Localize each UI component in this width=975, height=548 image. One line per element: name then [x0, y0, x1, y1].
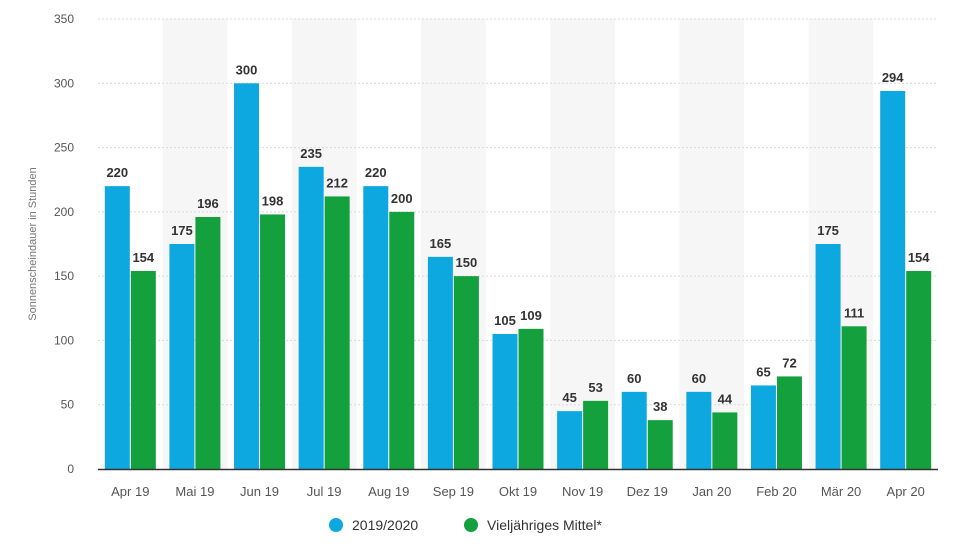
x-tick-label: Dez 19	[627, 484, 668, 499]
x-tick-label: Nov 19	[562, 484, 603, 499]
bar-series-2[interactable]	[324, 196, 350, 469]
legend-item-series-1[interactable]: 2019/2020	[329, 517, 418, 533]
data-label-series-1: 45	[562, 390, 576, 405]
data-label-series-2: 72	[782, 355, 796, 370]
bar-series-2[interactable]	[906, 271, 932, 469]
x-tick-label: Aug 19	[368, 484, 409, 499]
legend-marker-series-2	[464, 518, 478, 532]
x-tick-label: Mär 20	[821, 484, 861, 499]
data-label-series-1: 220	[365, 165, 387, 180]
bar-series-2[interactable]	[776, 376, 802, 469]
x-tick-label: Apr 19	[111, 484, 149, 499]
column-band	[550, 19, 615, 469]
y-axis-ticks: 0 50 100 150 200 250 300 350	[54, 12, 74, 476]
x-tick-label: Okt 19	[499, 484, 537, 499]
bar-series-1[interactable]	[234, 83, 260, 470]
bar-series-2[interactable]	[647, 420, 673, 469]
bar-series-1[interactable]	[750, 385, 776, 469]
data-label-series-2: 53	[588, 380, 602, 395]
legend-label-series-2: Vieljähriges Mittel*	[487, 517, 602, 533]
bar-series-1[interactable]	[104, 186, 130, 469]
bar-series-1[interactable]	[363, 186, 389, 469]
data-label-series-1: 235	[300, 146, 322, 161]
data-labels: 220 154 175 196 300 198 235 212 220 200 165 150 105 1…	[106, 62, 930, 414]
x-tick-label: Sep 19	[433, 484, 474, 499]
bar-series-1[interactable]	[621, 391, 647, 469]
data-label-series-1: 220	[106, 165, 128, 180]
x-tick-label: Feb 20	[756, 484, 796, 499]
data-label-series-2: 44	[718, 391, 733, 406]
data-label-series-1: 175	[171, 223, 193, 238]
bar-series-2[interactable]	[389, 211, 415, 469]
y-tick-label: 150	[54, 269, 74, 283]
bar-series-1[interactable]	[427, 256, 453, 469]
data-label-series-2: 150	[456, 255, 478, 270]
data-label-series-2: 111	[844, 305, 864, 320]
y-tick-label: 200	[54, 205, 74, 219]
bar-series-2[interactable]	[712, 412, 738, 469]
y-tick-label: 250	[54, 141, 74, 155]
bar-series-1[interactable]	[557, 411, 583, 469]
y-axis-title: Sonnenscheindauer in Stunden	[27, 167, 39, 321]
bar-series-2[interactable]	[195, 217, 221, 469]
bar-series-2[interactable]	[453, 276, 479, 469]
data-label-series-2: 109	[520, 308, 542, 323]
y-tick-label: 0	[67, 462, 74, 476]
data-label-series-1: 294	[882, 70, 904, 85]
bar-series-1[interactable]	[880, 91, 906, 469]
bar-series-2[interactable]	[841, 326, 867, 469]
data-label-series-2: 154	[132, 250, 154, 265]
bar-series-1[interactable]	[815, 244, 841, 469]
x-tick-label: Mai 19	[175, 484, 214, 499]
bar-series-2[interactable]	[518, 328, 544, 469]
data-label-series-1: 60	[692, 371, 706, 386]
legend-label-series-1: 2019/2020	[352, 517, 418, 533]
data-label-series-2: 38	[653, 399, 667, 414]
bar-series-2[interactable]	[583, 400, 609, 469]
data-label-series-1: 65	[756, 364, 770, 379]
data-label-series-2: 212	[326, 175, 348, 190]
data-label-series-1: 300	[236, 62, 258, 77]
x-tick-label: Jan 20	[692, 484, 731, 499]
legend: 2019/2020 Vieljähriges Mittel*	[329, 517, 602, 533]
x-tick-label: Jul 19	[307, 484, 342, 499]
legend-item-series-2[interactable]: Vieljähriges Mittel*	[464, 517, 602, 533]
data-label-series-1: 60	[627, 371, 641, 386]
bar-series-2[interactable]	[130, 271, 156, 469]
x-tick-label: Jun 19	[240, 484, 279, 499]
bars	[104, 83, 932, 470]
data-label-series-1: 165	[430, 236, 452, 251]
legend-marker-series-1	[329, 518, 343, 532]
data-label-series-2: 154	[908, 250, 930, 265]
data-label-series-2: 200	[391, 191, 413, 206]
y-tick-label: 50	[61, 398, 75, 412]
data-label-series-2: 196	[197, 196, 219, 211]
x-axis-ticks: Apr 19 Mai 19 Jun 19 Jul 19 Aug 19 Sep 19 Okt …	[111, 484, 925, 499]
bar-series-1[interactable]	[169, 244, 195, 469]
bar-series-1[interactable]	[298, 166, 324, 469]
bar-series-2[interactable]	[260, 214, 286, 469]
data-label-series-1: 175	[817, 223, 839, 238]
x-tick-label: Apr 20	[887, 484, 925, 499]
bar-series-1[interactable]	[686, 391, 712, 469]
y-tick-label: 100	[54, 333, 74, 347]
y-tick-label: 300	[54, 76, 74, 90]
bar-series-1[interactable]	[492, 334, 518, 469]
data-label-series-2: 198	[262, 193, 284, 208]
data-label-series-1: 105	[494, 313, 516, 328]
y-tick-label: 350	[54, 12, 74, 26]
